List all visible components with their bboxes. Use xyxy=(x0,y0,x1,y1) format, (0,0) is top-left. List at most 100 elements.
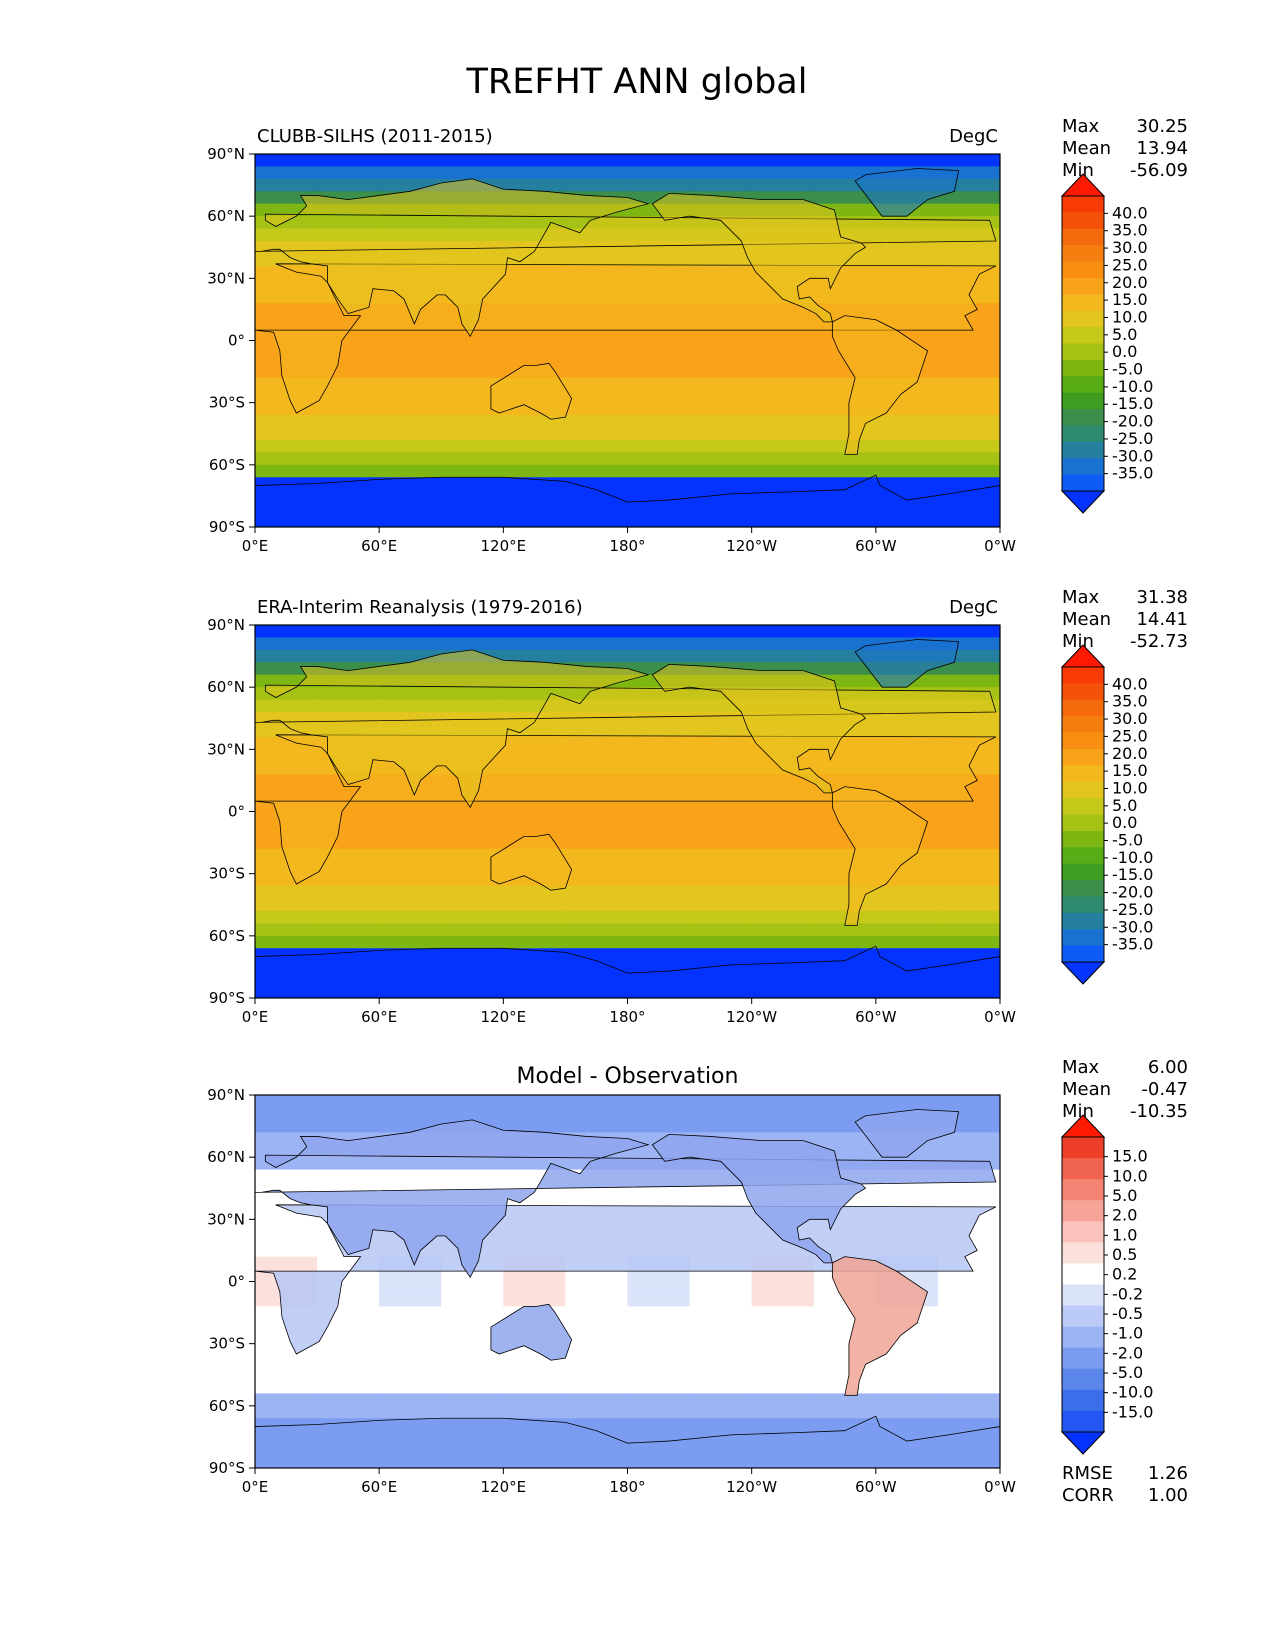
y-tick-label: 30°N xyxy=(207,269,245,287)
y-tick-label: 60°S xyxy=(209,1397,245,1415)
x-tick-label: 60°W xyxy=(855,537,897,555)
colorbar-label: 25.0 xyxy=(1112,726,1148,745)
colorbar-label: -2.0 xyxy=(1112,1343,1143,1362)
colorbar-label: -35.0 xyxy=(1112,935,1153,954)
stat-value: 31.38 xyxy=(1136,587,1188,608)
colorbar-label: -10.0 xyxy=(1112,848,1153,867)
y-tick-label: 90°S xyxy=(209,1459,245,1477)
x-tick-label: 0°E xyxy=(242,537,269,555)
colorbar-label: 20.0 xyxy=(1112,273,1148,292)
colorbar-label: 15.0 xyxy=(1112,290,1148,309)
field-diff xyxy=(255,1095,1000,1468)
y-tick-label: 90°N xyxy=(207,145,245,163)
y-tick-label: 60°N xyxy=(207,207,245,225)
figure-title: TREFHT ANN global xyxy=(466,62,808,102)
colorbar-label: 2.0 xyxy=(1112,1206,1137,1225)
land-obs xyxy=(255,639,1000,974)
panel-units: DegC xyxy=(949,126,998,147)
stat-label: Min xyxy=(1062,631,1094,652)
x-tick-label: 60°E xyxy=(361,1478,397,1496)
x-tick-label: 0°W xyxy=(984,537,1016,555)
colorbar: 40.035.030.025.020.015.010.05.00.0-5.0-1… xyxy=(1060,644,1153,985)
colorbar-label: 1.0 xyxy=(1112,1225,1137,1244)
panels: 0°E 60°E 120°E 180° 120°W 60°W 0°W 90°N 60°N 30°N… xyxy=(207,116,1188,1506)
stat-label: Max xyxy=(1062,116,1100,137)
y-tick-label: 30°S xyxy=(209,394,245,412)
x-tick-label: 180° xyxy=(609,1008,645,1026)
stat-label: Max xyxy=(1062,587,1100,608)
colorbar-label: 35.0 xyxy=(1112,221,1148,240)
x-tick-label: 180° xyxy=(609,1478,645,1496)
y-tick-label: 90°S xyxy=(209,989,245,1007)
stat-label: Mean xyxy=(1062,609,1111,630)
x-tick-label: 0°E xyxy=(242,1008,269,1026)
x-tick-label: 60°W xyxy=(855,1478,897,1496)
colorbar: 15.010.05.02.01.00.50.2-0.2-0.5-1.0-2.0-… xyxy=(1060,1114,1153,1455)
x-tick-label: 180° xyxy=(609,537,645,555)
y-tick-label: 60°N xyxy=(207,678,245,696)
colorbar-label: -30.0 xyxy=(1112,446,1153,465)
colorbar-label: 10.0 xyxy=(1112,778,1148,797)
colorbar-label: -15.0 xyxy=(1112,394,1153,413)
x-tick-label: 120°W xyxy=(726,537,777,555)
panel-obs: 0°E 60°E 120°E 180° 120°W 60°W 0°W 90°N 60°N 30°N… xyxy=(207,587,1188,1026)
y-tick-label: 0° xyxy=(228,803,245,821)
colorbar: 40.035.030.025.020.015.010.05.00.0-5.0-1… xyxy=(1060,173,1153,514)
metric-label: RMSE xyxy=(1062,1463,1113,1484)
metric-value: 1.26 xyxy=(1148,1463,1188,1484)
panel-model: 0°E 60°E 120°E 180° 120°W 60°W 0°W 90°N 60°N 30°N… xyxy=(207,116,1188,555)
x-tick-label: 120°W xyxy=(726,1478,777,1496)
y-tick-label: 0° xyxy=(228,332,245,350)
y-tick-label: 30°N xyxy=(207,1210,245,1228)
land-model xyxy=(255,168,1000,503)
y-tick-label: 90°N xyxy=(207,1086,245,1104)
colorbar-label: 0.5 xyxy=(1112,1245,1137,1264)
stat-label: Min xyxy=(1062,1101,1094,1122)
colorbar-label: -10.0 xyxy=(1112,377,1153,396)
stat-label: Mean xyxy=(1062,138,1111,159)
panel-diff: 0°E 60°E 120°E 180° 120°W 60°W 0°W 90°N 60°N 30°N… xyxy=(207,1057,1188,1506)
colorbar-label: 5.0 xyxy=(1112,325,1137,344)
panel-units: DegC xyxy=(949,597,998,618)
colorbar-label: -20.0 xyxy=(1112,883,1153,902)
colorbar-label: 10.0 xyxy=(1112,1166,1148,1185)
colorbar-label: 35.0 xyxy=(1112,692,1148,711)
colorbar-label: -20.0 xyxy=(1112,412,1153,431)
colorbar-label: 0.2 xyxy=(1112,1265,1137,1284)
colorbar-label: 40.0 xyxy=(1112,674,1148,693)
y-tick-label: 90°N xyxy=(207,616,245,634)
colorbar-label: -25.0 xyxy=(1112,429,1153,448)
y-tick-label: 0° xyxy=(228,1273,245,1291)
colorbar-label: -0.2 xyxy=(1112,1284,1143,1303)
x-tick-label: 120°E xyxy=(481,1478,527,1496)
colorbar-label: -15.0 xyxy=(1112,865,1153,884)
stat-value: 14.41 xyxy=(1136,609,1188,630)
colorbar-label: -30.0 xyxy=(1112,917,1153,936)
colorbar-label: 5.0 xyxy=(1112,796,1137,815)
colorbar-label: -5.0 xyxy=(1112,1363,1143,1382)
colorbar-label: 15.0 xyxy=(1112,1147,1148,1166)
field-obs xyxy=(255,625,1000,998)
land-diff xyxy=(255,1109,1000,1444)
colorbar-label: -35.0 xyxy=(1112,464,1153,483)
y-tick-label: 60°S xyxy=(209,456,245,474)
x-tick-label: 60°E xyxy=(361,537,397,555)
y-tick-label: 60°S xyxy=(209,927,245,945)
colorbar-label: -15.0 xyxy=(1112,1402,1153,1421)
colorbar-label: 30.0 xyxy=(1112,709,1148,728)
stat-value: -56.09 xyxy=(1130,160,1188,181)
colorbar-label: 15.0 xyxy=(1112,761,1148,780)
y-tick-label: 60°N xyxy=(207,1148,245,1166)
colorbar-label: -0.5 xyxy=(1112,1304,1143,1323)
panel-title: ERA-Interim Reanalysis (1979-2016) xyxy=(257,597,583,618)
y-tick-label: 30°S xyxy=(209,865,245,883)
metric-value: 1.00 xyxy=(1148,1485,1188,1506)
colorbar-label: 0.0 xyxy=(1112,813,1137,832)
colorbar-label: 0.0 xyxy=(1112,342,1137,361)
x-tick-label: 120°E xyxy=(481,537,527,555)
x-tick-label: 120°W xyxy=(726,1008,777,1026)
stat-value: 13.94 xyxy=(1136,138,1188,159)
colorbar-label: -10.0 xyxy=(1112,1383,1153,1402)
y-tick-label: 90°S xyxy=(209,518,245,536)
y-tick-label: 30°N xyxy=(207,740,245,758)
